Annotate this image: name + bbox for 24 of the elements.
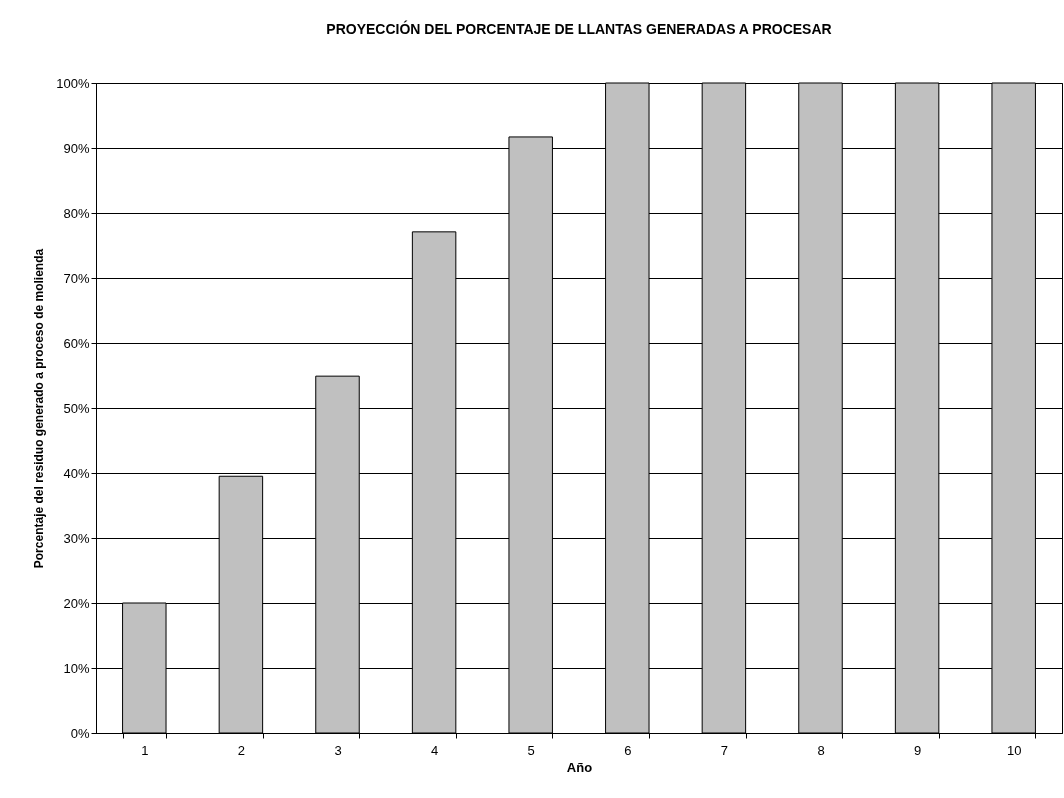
y-tick-label: 60% [63,335,90,351]
x-tick-label: 10 [1006,742,1022,758]
x-tick-label: 3 [334,742,342,758]
y-tick-label: 10% [63,660,90,676]
x-tick-label: 8 [817,742,825,758]
x-tick-label: 7 [720,742,729,758]
x-tick-label: 2 [237,742,246,758]
x-tick-label: 4 [430,742,439,758]
y-tick-label: 50% [63,400,90,416]
y-tick-label: 100% [56,75,90,91]
chart-title: PROYECCIÓN DEL PORCENTAJE DE LLANTAS GENERADAS A PROCESAR [326,20,832,37]
x-tick-label: 9 [913,742,922,758]
y-tick-label: 90% [63,140,90,156]
y-tick-label: 80% [63,205,90,221]
y-tick-label: 40% [63,465,90,481]
y-axis-title: Porcentaje del residuo generado a proceso de molienda [32,248,47,569]
x-tick-label: 6 [624,742,632,758]
x-tick-label: 1 [141,742,149,758]
y-tick-label: 20% [63,595,90,611]
x-axis-title: Año [566,759,593,775]
y-tick-label: 70% [63,270,90,286]
y-tick-label: 30% [63,530,90,546]
y-tick-label: 0% [70,725,90,741]
x-tick-label: 5 [527,742,535,758]
